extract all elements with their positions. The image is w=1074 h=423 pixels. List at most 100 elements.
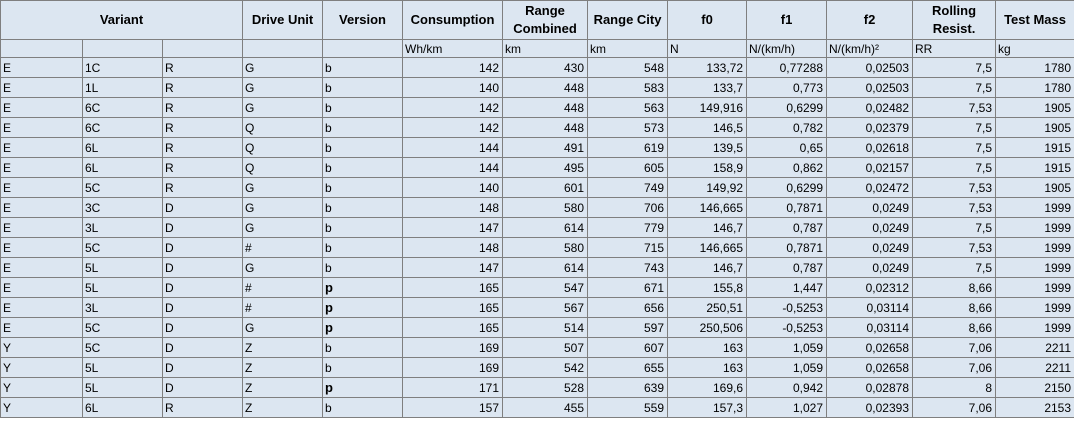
cell: Y xyxy=(0,337,83,358)
cell: R xyxy=(161,177,244,198)
cell: p xyxy=(322,297,404,318)
cell: b xyxy=(322,177,404,198)
cell: 169 xyxy=(402,337,504,358)
cell: 601 xyxy=(502,177,589,198)
empty-cell xyxy=(82,39,163,58)
cell: 1999 xyxy=(995,257,1074,278)
cell: E xyxy=(0,157,83,178)
cell: E xyxy=(0,97,83,118)
cell: p xyxy=(322,377,404,398)
cell: 5L xyxy=(82,377,163,398)
cell: 155,8 xyxy=(667,277,748,298)
cell: 619 xyxy=(587,137,669,158)
cell: 580 xyxy=(502,197,589,218)
cell: Y xyxy=(0,377,83,398)
cell: 169 xyxy=(402,357,504,378)
cell: 2150 xyxy=(995,377,1074,398)
cell: 165 xyxy=(402,277,504,298)
unit-cell: N/(km/h)² xyxy=(826,39,914,58)
cell: 146,7 xyxy=(667,257,748,278)
cell: 157 xyxy=(402,397,504,418)
cell: G xyxy=(242,57,324,78)
cell: b xyxy=(322,97,404,118)
cell: 749 xyxy=(587,177,669,198)
cell: -0,5253 xyxy=(746,317,828,338)
cell: 0,0249 xyxy=(826,217,914,238)
cell: b xyxy=(322,337,404,358)
cell: 639 xyxy=(587,377,669,398)
cell: 1915 xyxy=(995,137,1074,158)
unit-cell: km xyxy=(587,39,669,58)
cell: 7,5 xyxy=(912,117,997,138)
cell: 144 xyxy=(402,157,504,178)
cell: D xyxy=(161,257,244,278)
cell: G xyxy=(242,217,324,238)
empty-cell xyxy=(0,39,83,58)
cell: R xyxy=(161,137,244,158)
cell: 0,6299 xyxy=(746,97,828,118)
cell: 0,0249 xyxy=(826,257,914,278)
cell: R xyxy=(161,117,244,138)
cell: D xyxy=(161,337,244,358)
cell: 0,7871 xyxy=(746,237,828,258)
cell: 0,773 xyxy=(746,77,828,98)
data-row: E 5C D # b 148 580 715 146,665 0,7871 0,0249 7,53 19… xyxy=(0,237,1074,258)
cell: 0,77288 xyxy=(746,57,828,78)
cell: R xyxy=(161,157,244,178)
cell: 7,5 xyxy=(912,137,997,158)
cell: 614 xyxy=(502,257,589,278)
cell: G xyxy=(242,177,324,198)
cell: 1C xyxy=(82,57,163,78)
cell: G xyxy=(242,97,324,118)
cell: 149,916 xyxy=(667,97,748,118)
cell: 455 xyxy=(502,397,589,418)
cell: p xyxy=(322,277,404,298)
cell: D xyxy=(161,357,244,378)
cell: b xyxy=(322,217,404,238)
column-header: Range Combined xyxy=(502,0,589,40)
cell: E xyxy=(0,237,83,258)
cell: 133,7 xyxy=(667,77,748,98)
cell: R xyxy=(161,77,244,98)
cell: 495 xyxy=(502,157,589,178)
cell: 0,782 xyxy=(746,117,828,138)
cell: 5C xyxy=(82,317,163,338)
cell: 563 xyxy=(587,97,669,118)
column-header: f2 xyxy=(826,0,914,40)
cell: 8 xyxy=(912,377,997,398)
cell: 142 xyxy=(402,97,504,118)
cell: Z xyxy=(242,357,324,378)
cell: 507 xyxy=(502,337,589,358)
cell: 6L xyxy=(82,157,163,178)
cell: 140 xyxy=(402,177,504,198)
cell: 5C xyxy=(82,237,163,258)
cell: 448 xyxy=(502,117,589,138)
column-header: f0 xyxy=(667,0,748,40)
cell: 548 xyxy=(587,57,669,78)
cell: 3L xyxy=(82,217,163,238)
empty-cell xyxy=(161,39,244,58)
cell: D xyxy=(161,217,244,238)
cell: 0,7871 xyxy=(746,197,828,218)
cell: 6C xyxy=(82,97,163,118)
cell: 514 xyxy=(502,317,589,338)
empty-cell xyxy=(242,39,324,58)
cell: R xyxy=(161,397,244,418)
cell: b xyxy=(322,77,404,98)
cell: 7,06 xyxy=(912,397,997,418)
cell: 144 xyxy=(402,137,504,158)
cell: E xyxy=(0,117,83,138)
cell: # xyxy=(242,297,324,318)
cell: 142 xyxy=(402,117,504,138)
column-header: Rolling Resist. xyxy=(912,0,997,40)
cell: 715 xyxy=(587,237,669,258)
cell: 1,059 xyxy=(746,337,828,358)
cell: 0,02618 xyxy=(826,137,914,158)
